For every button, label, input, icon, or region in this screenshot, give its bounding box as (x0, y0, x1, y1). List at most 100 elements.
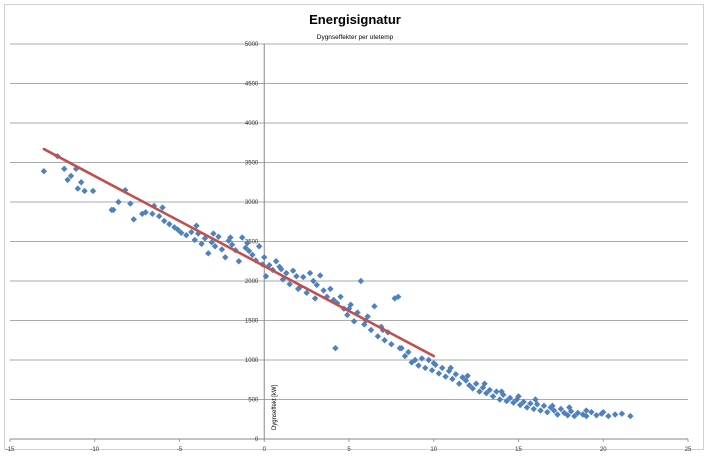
data-point (430, 359, 437, 367)
y-tick-label: 4000 (245, 121, 259, 127)
y-tick-label: 0 (255, 437, 259, 443)
y-tick-labels: 0 500 1000 1500 2000 2500 3000 3500 4000 4500 5000 (245, 42, 259, 443)
x-tick-label: 5 (347, 447, 351, 453)
data-point (374, 333, 382, 340)
y-tick-label: 1000 (245, 358, 259, 364)
data-point (255, 243, 263, 250)
data-point (533, 401, 541, 408)
data-point (481, 380, 488, 387)
x-tick-labels: -15 -10 -5 0 5 10 15 20 25 (6, 447, 692, 453)
data-point (452, 371, 459, 378)
data-point (289, 267, 297, 274)
data-point (320, 287, 327, 294)
data-point (303, 289, 310, 297)
data-point (77, 179, 85, 186)
data-point (67, 172, 75, 180)
data-point (235, 258, 243, 265)
data-point (516, 401, 524, 409)
data-point (127, 200, 134, 207)
data-point (466, 382, 473, 389)
data-point (506, 394, 514, 402)
data-point (115, 198, 122, 206)
data-point (493, 388, 500, 395)
data-point (81, 187, 88, 195)
x-tick-label: -5 (177, 447, 183, 453)
y-tick-label: 2000 (245, 279, 259, 285)
data-point (350, 318, 358, 325)
data-point (74, 185, 81, 192)
data-point (61, 165, 68, 173)
data-point (459, 374, 466, 381)
data-point (566, 404, 573, 411)
data-point (510, 399, 517, 406)
data-point (381, 337, 388, 344)
data-point (245, 247, 253, 255)
axes (9, 44, 689, 442)
data-point (571, 412, 578, 420)
data-point (198, 240, 205, 248)
data-point (544, 408, 551, 416)
chart-title: Energisignatur (309, 12, 401, 27)
data-point (540, 402, 548, 410)
data-point (554, 411, 561, 418)
y-tick-label: 4500 (245, 82, 259, 88)
data-point (428, 367, 436, 374)
data-point (174, 226, 182, 233)
data-point (476, 388, 483, 395)
data-point (371, 303, 378, 310)
data-point (239, 234, 246, 241)
data-point (311, 295, 319, 302)
data-point (435, 370, 443, 377)
data-point (337, 293, 344, 300)
data-point (523, 404, 531, 411)
data-point (177, 229, 185, 237)
data-point (316, 272, 324, 279)
data-point (249, 251, 256, 259)
x-tick-label: 20 (600, 447, 607, 453)
data-point (313, 281, 320, 289)
x-tick-label: 15 (515, 447, 522, 453)
data-point (228, 241, 236, 248)
data-point (171, 224, 178, 231)
data-point (191, 236, 198, 244)
data-point (211, 243, 219, 250)
data-point (357, 277, 365, 285)
data-point (415, 362, 422, 369)
data-point (469, 385, 476, 392)
data-point (618, 410, 626, 417)
data-point (411, 356, 419, 364)
data-point (188, 228, 195, 236)
data-point (574, 409, 582, 417)
data-point (293, 273, 300, 280)
data-point (605, 412, 612, 420)
data-point (496, 396, 504, 403)
data-point (286, 280, 293, 288)
data-point (483, 389, 490, 397)
data-point (527, 400, 534, 407)
data-point (242, 244, 249, 252)
data-point (300, 273, 307, 281)
data-point (520, 398, 527, 406)
y-tick-label: 5000 (245, 42, 259, 48)
data-point (225, 237, 232, 244)
data-point (367, 326, 375, 334)
data-point (503, 397, 510, 405)
data-point (344, 311, 351, 319)
data-point (401, 352, 409, 360)
data-point (40, 167, 48, 175)
data-point (205, 250, 212, 257)
data-point (396, 344, 404, 352)
data-point (627, 412, 634, 420)
x-tick-label: -15 (6, 447, 15, 453)
data-point (218, 246, 226, 253)
grid-lines (10, 43, 688, 400)
data-point (455, 380, 463, 387)
data-point (611, 411, 619, 418)
trendline-group (42, 147, 436, 358)
data-point (489, 393, 497, 400)
data-point (530, 405, 537, 413)
data-point (567, 408, 575, 415)
data-point (598, 410, 605, 417)
data-point (261, 254, 268, 261)
data-point (498, 388, 505, 395)
